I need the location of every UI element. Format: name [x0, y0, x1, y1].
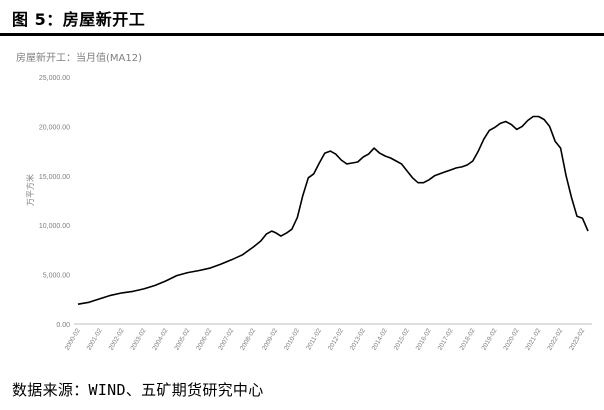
y-tick-label: 5,000.00 [43, 273, 70, 280]
x-tick-label: 2010-02 [283, 327, 301, 351]
x-tick-label: 2008-02 [239, 327, 257, 351]
x-tick-label: 2020-02 [502, 327, 520, 351]
figure-title: 图 5：房屋新开工 [12, 10, 146, 29]
y-tick-label: 20,000.00 [39, 124, 70, 131]
x-tick-label: 2004-02 [151, 327, 169, 351]
x-tick-label: 2017-02 [437, 327, 455, 351]
x-tick-label: 2011-02 [305, 327, 323, 351]
y-tick-label: 0.00 [56, 322, 70, 329]
x-tick-label: 2021-02 [524, 327, 542, 351]
x-tick-label: 2018-02 [459, 327, 477, 351]
x-tick-label: 2022-02 [546, 327, 564, 351]
chart-title: 房屋新开工：当月值(MA12) [16, 53, 142, 64]
x-tick-label: 2015-02 [393, 327, 411, 351]
y-axis-label: 万平方米 [25, 174, 35, 206]
x-tick-label: 2016-02 [415, 327, 433, 351]
x-tick-label: 2019-02 [481, 327, 499, 351]
x-tick-label: 2006-02 [195, 327, 213, 351]
series-line [77, 115, 589, 305]
x-tick-label: 2014-02 [371, 327, 389, 351]
x-tick-label: 2003-02 [130, 327, 148, 351]
x-tick-label: 2023-02 [568, 327, 586, 351]
y-tick-label: 15,000.00 [39, 174, 70, 181]
x-tick-label: 2013-02 [349, 327, 367, 351]
x-tick-label: 2005-02 [173, 327, 191, 351]
x-tick-label: 2009-02 [261, 327, 279, 351]
x-tick-label: 2000-02 [64, 327, 82, 351]
y-tick-label: 10,000.00 [39, 223, 70, 230]
title-divider [0, 33, 604, 36]
y-axis-ticks: 0.00 5,000.00 10,000.00 15,000.00 20,000.00 2… [39, 75, 70, 329]
x-tick-label: 2002-02 [108, 327, 126, 351]
data-source: 数据来源：WIND、五矿期货研究中心 [12, 381, 264, 399]
y-tick-label: 25,000.00 [39, 75, 70, 82]
x-axis-ticks: 2000-02 2001-02 2002-02 2003-02 2004-02 2005-… [64, 327, 587, 351]
x-tick-label: 2007-02 [217, 327, 235, 351]
x-tick-label: 2012-02 [327, 327, 345, 351]
x-tick-label: 2001-02 [86, 327, 104, 351]
